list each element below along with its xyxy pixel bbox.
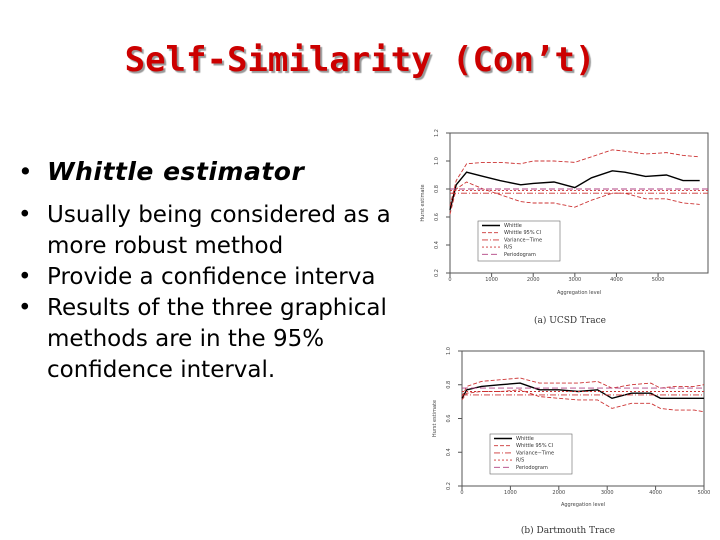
bullet-text: Whittle estimator (47, 157, 305, 186)
y-tick-label: 0.2 (434, 269, 440, 277)
y-tick-label: 0.4 (434, 241, 440, 249)
y-tick-label: 0.6 (446, 415, 452, 423)
x-tick-label: 3000 (568, 277, 581, 283)
legend-label: Periodogram (516, 465, 548, 471)
bullet-marker: • (18, 157, 34, 186)
series-line (449, 170, 700, 211)
legend-box (489, 433, 573, 475)
bullet-item: • Whittle estimator (14, 150, 434, 194)
y-tick-label: 1.0 (434, 157, 440, 165)
plot-frame (449, 132, 709, 274)
bullet-marker: • (18, 264, 32, 290)
x-tick-label: 0 (460, 490, 463, 496)
chart-ucsd: 0.2 0.4 0.6 0.8 1.0 1.2 0 1000 2000 3000 4000 5000 A… (420, 129, 709, 326)
bullet-text: Provide a confidence interva (47, 264, 376, 290)
legend-label: Variance−Time (516, 450, 554, 456)
bullet-text: Usually being considered as a more robus… (47, 202, 391, 259)
legend-label: Whittle (504, 223, 522, 229)
chart-figure: 0.2 0.4 0.6 0.8 1.0 1.2 0 1000 2000 3000 4000 5000 A… (410, 128, 720, 540)
y-tick-label: 0.2 (446, 482, 452, 490)
x-tick-label: 3000 (601, 490, 614, 496)
legend-label: R/S (516, 458, 524, 464)
series-line (461, 382, 704, 400)
x-tick-label: 5000 (652, 277, 665, 283)
y-tick-label: 0.8 (434, 185, 440, 193)
legend-label: R/S (504, 245, 512, 251)
legend-label: Whittle 95% CI (516, 443, 553, 449)
x-tick-label: 5000 (698, 490, 711, 496)
x-tick-label: 4000 (649, 490, 662, 496)
y-axis-label: Hurst estimate (420, 184, 426, 221)
x-tick-label: 0 (448, 277, 451, 283)
bullet-text: Results of the three graphical methods a… (47, 295, 387, 383)
x-axis-label: Aggregation level (557, 290, 601, 296)
chart-dartmouth: 0.2 0.4 0.6 0.8 1.0 0 1000 2000 3000 4000 5000 Aggr… (432, 347, 711, 536)
bullet-item: • Provide a confidence interva (14, 262, 434, 293)
y-tick-label: 0.8 (446, 381, 452, 389)
bullet-item: • Results of the three graphical methods… (14, 293, 434, 386)
y-tick-label: 0.6 (434, 213, 440, 221)
series-line (449, 181, 700, 215)
bullet-marker: • (18, 295, 32, 321)
bullet-item: • Usually being considered as a more rob… (14, 200, 434, 262)
y-tick-label: 0.4 (446, 448, 452, 456)
y-tick-label: 1.2 (434, 129, 440, 137)
x-tick-label: 4000 (610, 277, 623, 283)
series-line (461, 377, 705, 397)
series-line (461, 389, 705, 413)
x-axis-label: Aggregation level (561, 502, 605, 508)
series-line (449, 149, 700, 206)
legend-label: Whittle (516, 436, 534, 442)
bullet-list: • Whittle estimator • Usually being cons… (14, 150, 434, 386)
y-axis-label: Hurst estimate (432, 400, 438, 437)
legend-label: Periodogram (504, 252, 536, 258)
x-tick-label: 1000 (504, 490, 517, 496)
x-tick-label: 2000 (527, 277, 540, 283)
chart-caption: (a) UCSD Trace (534, 315, 606, 326)
x-tick-label: 1000 (485, 277, 498, 283)
x-tick-label: 2000 (552, 490, 565, 496)
chart-caption: (b) Dartmouth Trace (521, 525, 615, 536)
y-tick-label: 1.0 (446, 347, 452, 355)
bullet-marker: • (18, 202, 32, 228)
legend-label: Whittle 95% CI (504, 230, 541, 236)
slide-title: Self-Similarity (Con’t) (124, 40, 596, 80)
legend-label: Variance−Time (504, 237, 542, 243)
